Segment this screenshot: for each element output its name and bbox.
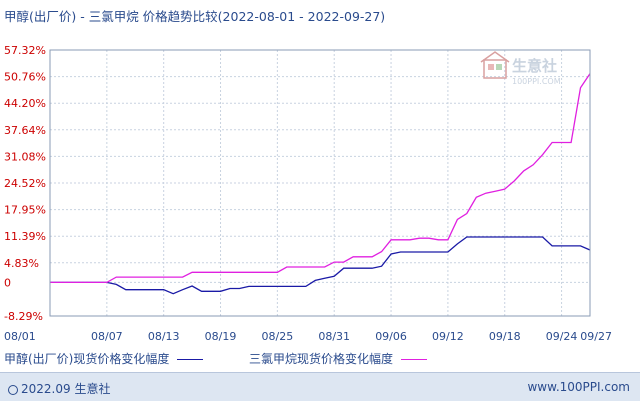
y-tick-label: 0 — [4, 276, 11, 289]
x-tick-label: 09/12 — [432, 330, 464, 343]
line-chart: 生意社 100PPI.COM 57.32% 50.76% 44.20% 37.64% 3… — [4, 44, 612, 343]
y-tick-label: -8.29% — [4, 310, 43, 323]
chart-title: 甲醇(出厂价) - 三氯甲烷 价格趋势比较(2022-08-01 - 2022-… — [4, 9, 386, 24]
y-tick-label: 50.76% — [4, 71, 46, 84]
series-line-2 — [50, 73, 591, 284]
y-tick-label: 37.64% — [4, 124, 46, 137]
x-tick-label: 09/24 — [546, 330, 578, 343]
legend-line-series1 — [177, 359, 204, 360]
x-tick-label: 08/13 — [148, 330, 180, 343]
x-tick-label: 09/27 — [580, 330, 612, 343]
x-tick-label: 08/19 — [205, 330, 237, 343]
y-tick-label: 17.95% — [4, 204, 46, 217]
legend-label-series1: 甲醇(出厂价)现货价格变化幅度 — [4, 352, 170, 366]
x-tick-label: 08/25 — [262, 330, 294, 343]
watermark-logo-icon — [480, 51, 510, 79]
legend-item-series2: 三氯甲烷现货价格变化幅度 — [249, 350, 428, 367]
x-tick-label: 09/06 — [375, 330, 407, 343]
y-tick-label: 24.52% — [4, 177, 46, 190]
legend-item-series1: 甲醇(出厂价)现货价格变化幅度 — [4, 350, 204, 367]
x-tick-label: 08/01 — [4, 330, 36, 343]
x-axis-ticks: 08/01 08/07 08/13 08/19 08/25 08/31 09/06 09/12… — [4, 330, 612, 343]
footer-copyright-text: 2022.09 生意社 — [21, 382, 111, 396]
watermark: 生意社 100PPI.COM — [480, 51, 561, 86]
y-tick-label: 57.32% — [4, 44, 46, 57]
legend-label-series2: 三氯甲烷现货价格变化幅度 — [249, 352, 394, 366]
footer: 2022.09 生意社 www.100PPI.com — [0, 372, 640, 401]
footer-copyright: 2022.09 生意社 — [8, 380, 110, 397]
grid — [49, 49, 591, 317]
x-tick-label: 08/07 — [91, 330, 123, 343]
plot-frame — [49, 49, 591, 317]
x-tick-label: 09/18 — [489, 330, 521, 343]
footer-site-link[interactable]: www.100PPI.com — [527, 380, 630, 394]
watermark-site: 100PPI.COM — [512, 77, 561, 86]
y-tick-label: 31.08% — [4, 150, 46, 163]
x-tick-label: 08/31 — [318, 330, 350, 343]
y-tick-label: 4.83% — [4, 257, 39, 270]
series-line-1 — [50, 236, 591, 295]
y-tick-label: 44.20% — [4, 97, 46, 110]
legend-line-series2 — [401, 359, 428, 360]
series-lines — [50, 73, 591, 295]
legend: 甲醇(出厂价)现货价格变化幅度 三氯甲烷现货价格变化幅度 — [4, 350, 636, 370]
watermark-brand: 生意社 — [512, 57, 557, 75]
copyright-icon — [8, 384, 18, 395]
y-axis-ticks: 57.32% 50.76% 44.20% 37.64% 31.08% 24.52% 17.9… — [4, 44, 46, 323]
y-tick-label: 11.39% — [4, 230, 46, 243]
